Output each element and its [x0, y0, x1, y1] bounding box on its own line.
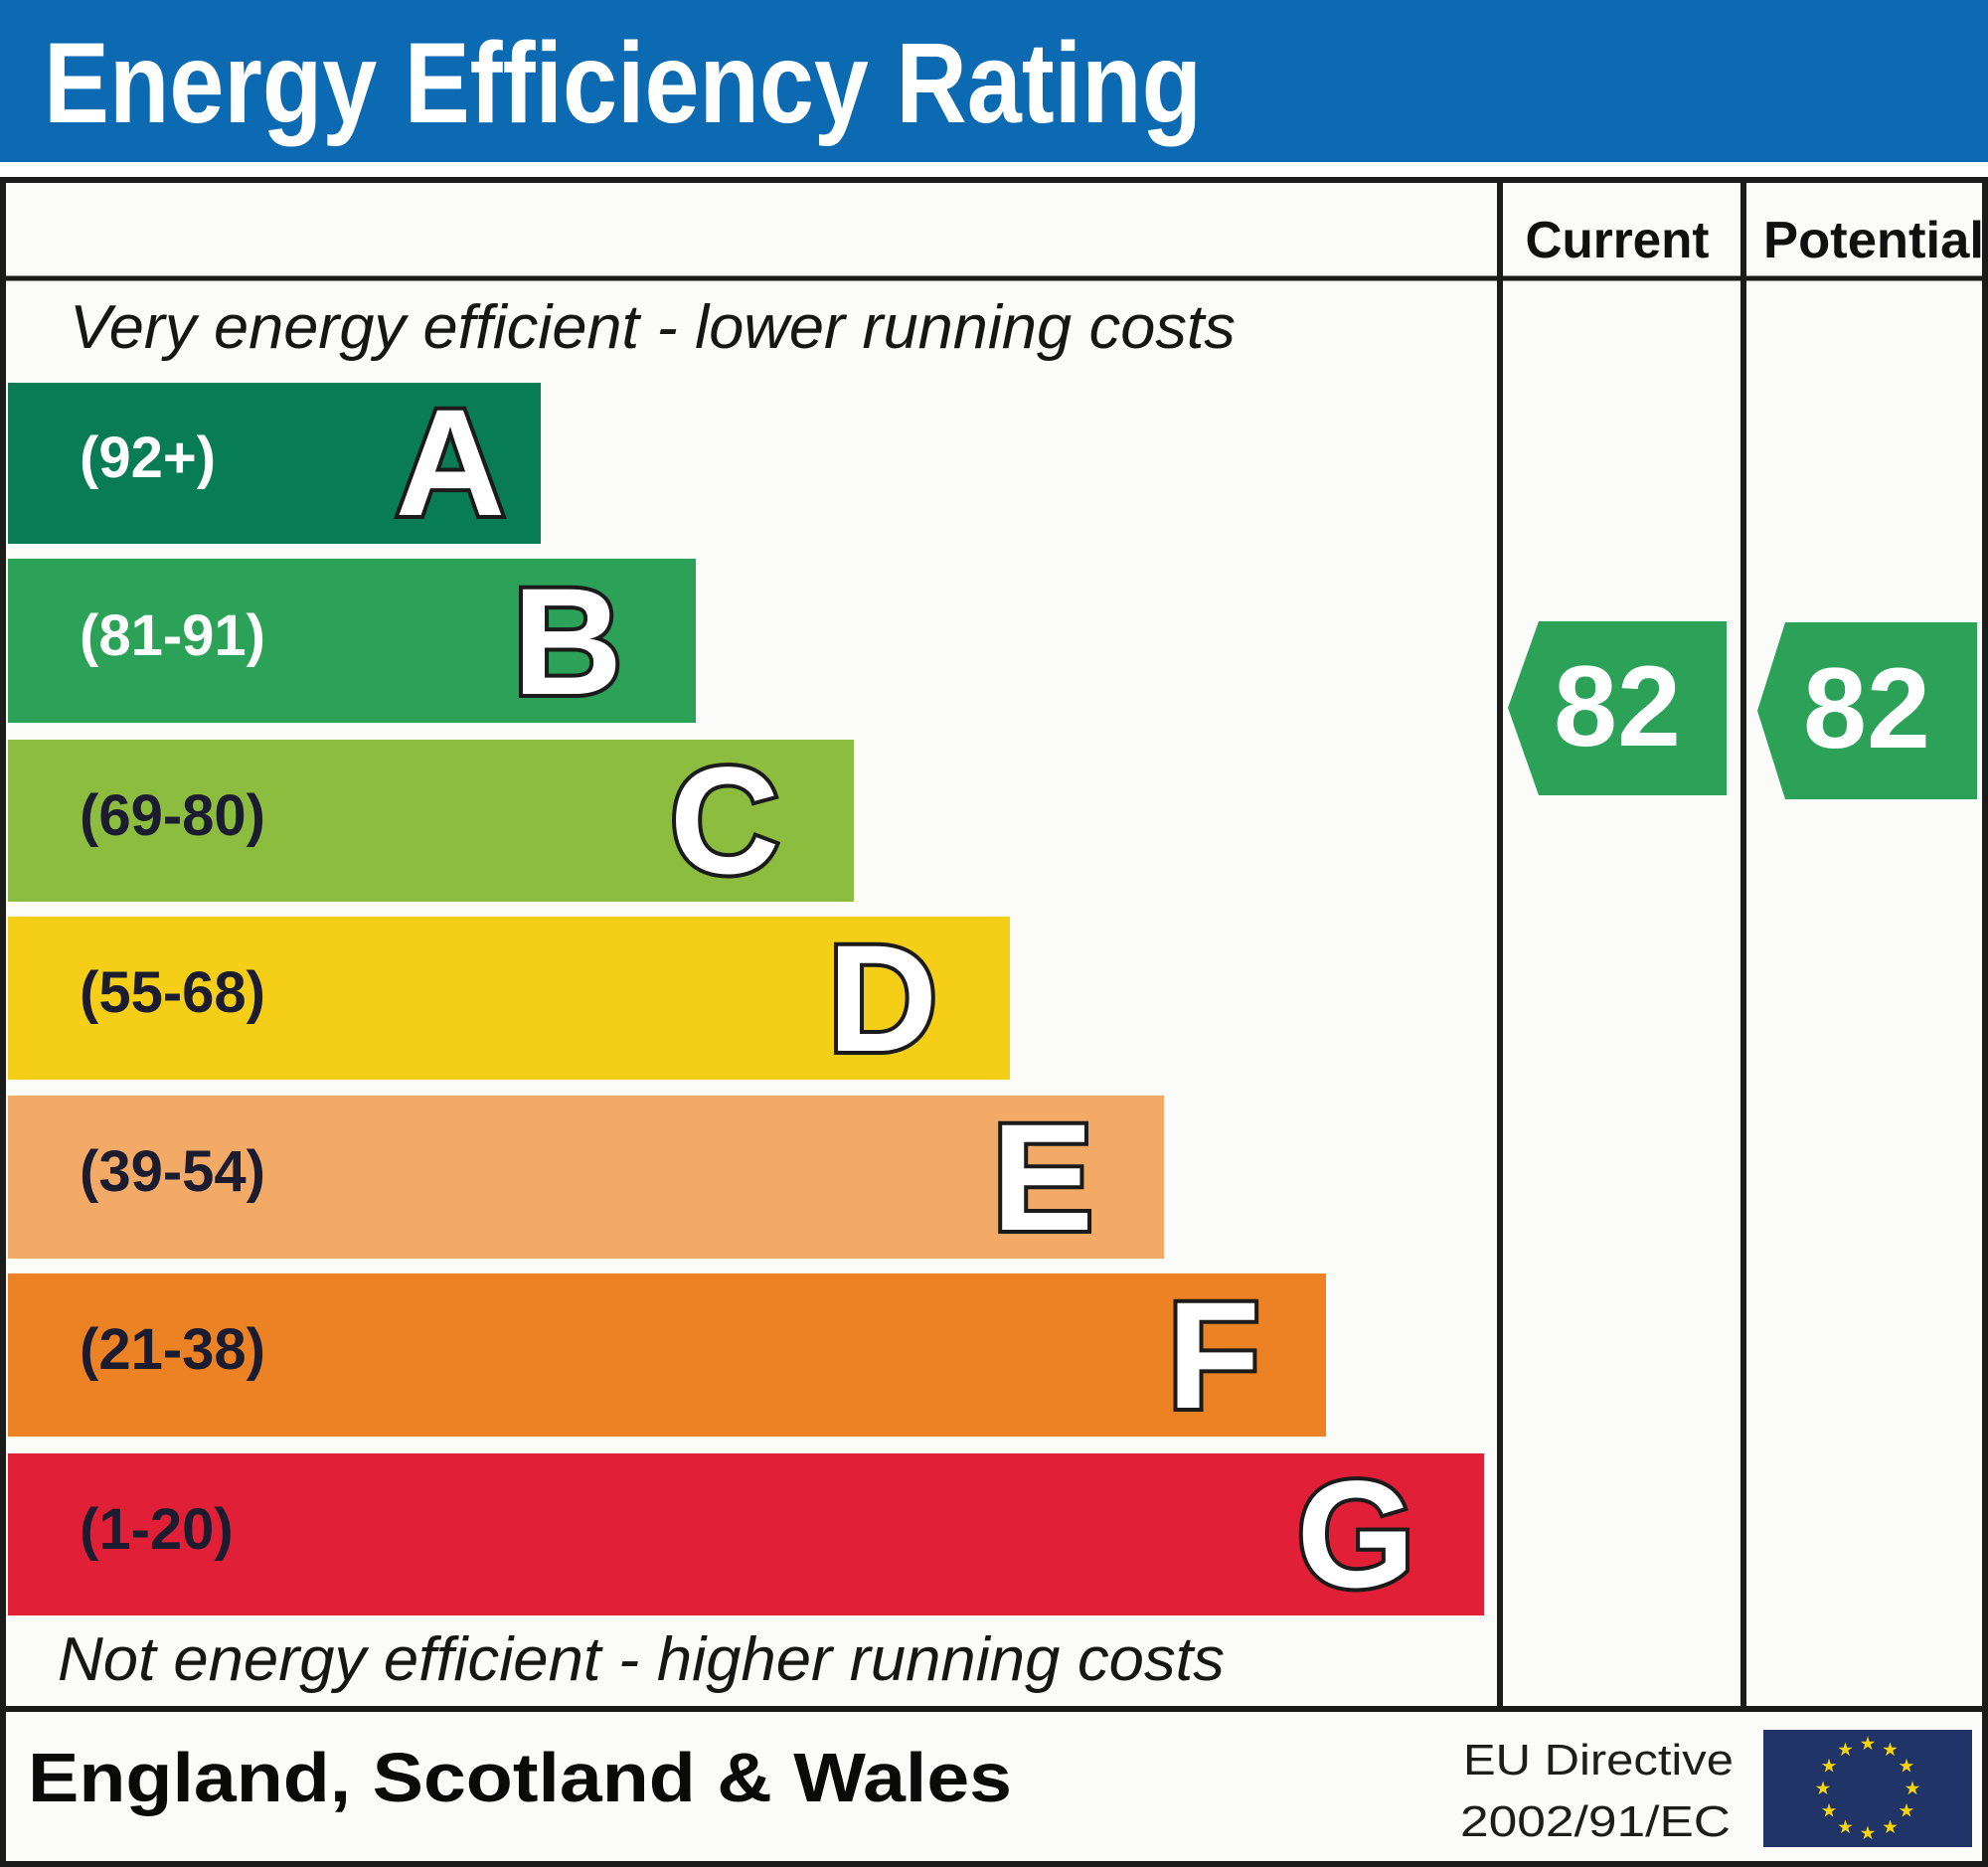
- svg-text:(39-54): (39-54): [80, 1139, 265, 1204]
- svg-text:2002/91/EC: 2002/91/EC: [1460, 1797, 1731, 1846]
- svg-text:82: 82: [1554, 643, 1681, 770]
- svg-text:Very energy efficient - lower: Very energy efficient - lower running co…: [70, 293, 1236, 362]
- svg-text:EU Directive: EU Directive: [1463, 1736, 1734, 1784]
- svg-text:Not energy efficient - higher: Not energy efficient - higher running co…: [58, 1625, 1225, 1694]
- svg-text:D: D: [828, 914, 938, 1084]
- svg-text:B: B: [513, 557, 623, 727]
- svg-text:(69-80): (69-80): [80, 783, 265, 848]
- svg-text:England, Scotland & Wales: England, Scotland & Wales: [28, 1739, 1012, 1816]
- svg-text:(92+): (92+): [80, 425, 216, 490]
- svg-text:(55-68): (55-68): [80, 960, 265, 1025]
- svg-text:Potential: Potential: [1763, 212, 1984, 269]
- svg-text:Current: Current: [1526, 212, 1710, 269]
- svg-text:(21-38): (21-38): [80, 1317, 265, 1382]
- svg-text:Energy Efficiency Rating: Energy Efficiency Rating: [44, 20, 1202, 147]
- svg-text:C: C: [670, 736, 780, 906]
- svg-text:(1-20): (1-20): [80, 1497, 234, 1562]
- svg-text:A: A: [396, 378, 506, 548]
- svg-text:E: E: [992, 1093, 1093, 1263]
- svg-text:(81-91): (81-91): [80, 603, 265, 668]
- svg-text:82: 82: [1803, 645, 1930, 772]
- svg-text:F: F: [1167, 1271, 1259, 1441]
- svg-text:G: G: [1296, 1449, 1414, 1619]
